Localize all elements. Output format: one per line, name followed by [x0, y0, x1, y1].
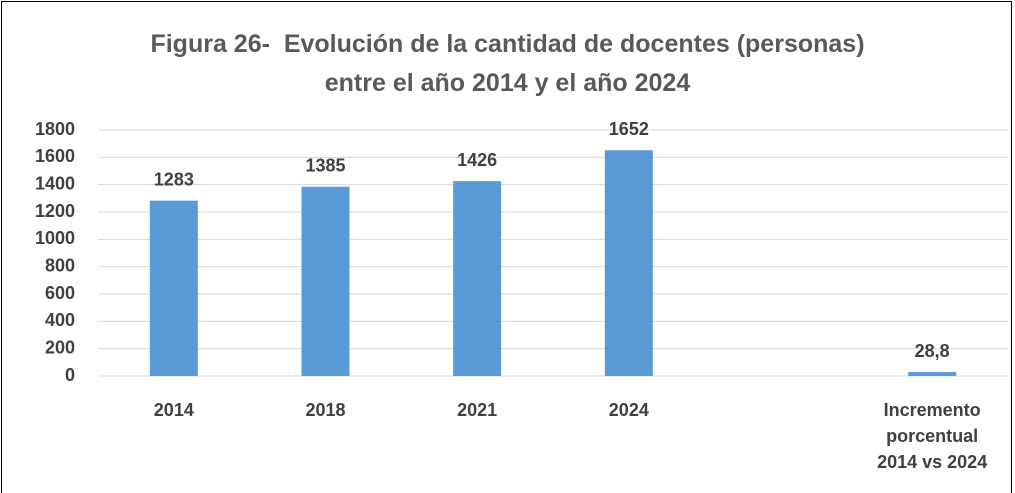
bar — [453, 181, 502, 376]
chart-title: Figura 26- Evolución de la cantidad de d… — [150, 30, 865, 58]
x-tick-label: 2018 — [305, 400, 346, 420]
bar — [149, 200, 198, 376]
data-label: 1283 — [154, 169, 194, 189]
x-tick-label: Incremento porcentual 2014 vs 2024 — [877, 400, 988, 472]
bar — [604, 150, 653, 376]
y-tick-label: 0 — [65, 365, 75, 385]
x-tick-label: 2021 — [457, 400, 498, 420]
y-tick-label: 1000 — [35, 228, 75, 248]
chart-title: entre el año 2014 y el año 2024 — [324, 69, 691, 97]
y-tick-label: 200 — [45, 337, 75, 357]
bar — [301, 186, 350, 376]
y-tick-label: 800 — [45, 255, 75, 275]
x-tick-label: 2014 — [153, 400, 194, 420]
y-tick-label: 1600 — [35, 146, 75, 166]
data-label: 1426 — [457, 150, 497, 170]
y-tick-label: 600 — [45, 283, 75, 303]
bar — [908, 372, 957, 376]
y-tick-label: 1400 — [35, 173, 75, 193]
data-label: 1385 — [305, 155, 345, 175]
y-tick-label: 1800 — [35, 119, 75, 139]
data-label: 28,8 — [915, 341, 950, 361]
data-label: 1652 — [609, 119, 649, 139]
x-tick-label: 2024 — [608, 400, 649, 420]
y-tick-label: 1200 — [35, 201, 75, 221]
y-tick-label: 400 — [45, 310, 75, 330]
